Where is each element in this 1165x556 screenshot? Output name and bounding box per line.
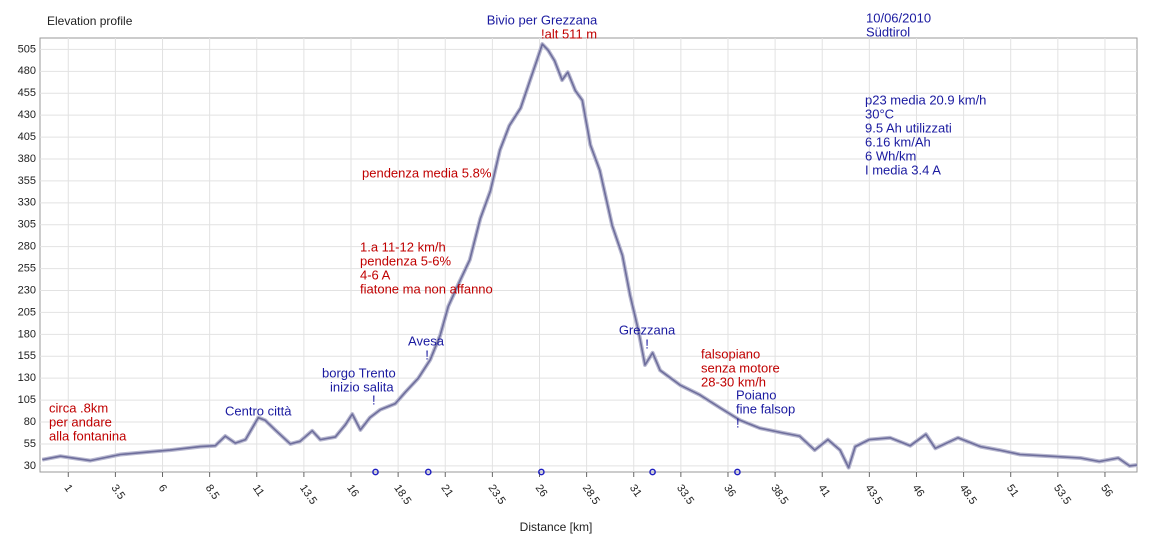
- x-tick-label: 26: [533, 483, 550, 500]
- annotation: Südtirol: [866, 24, 910, 39]
- x-tick-label: 51: [1004, 483, 1021, 500]
- x-tick-label: 41: [815, 483, 832, 500]
- annotation: !: [372, 392, 376, 407]
- annotation: circa .8km: [49, 400, 108, 415]
- annotation: Grezzana: [619, 322, 676, 337]
- annotation: pendenza media 5.8%: [362, 165, 492, 180]
- y-tick-label: 405: [18, 131, 36, 143]
- y-tick-label: 505: [18, 43, 36, 55]
- waypoint-marker: [372, 468, 379, 476]
- annotation: borgo Trento: [322, 365, 396, 380]
- y-tick-label: 480: [18, 65, 36, 77]
- annotation: senza motore: [701, 360, 780, 375]
- x-tick-label: 56: [1098, 483, 1115, 500]
- x-tick-label: 36: [721, 483, 738, 500]
- chart-title: Elevation profile: [47, 14, 133, 28]
- annotation: Centro città: [225, 403, 292, 418]
- annotation: Bivio per Grezzana: [487, 12, 598, 27]
- annotation: Avesa: [408, 333, 445, 348]
- waypoint-marker: [649, 468, 656, 476]
- annotation: 6 Wh/km: [865, 148, 916, 163]
- y-tick-label: 55: [24, 438, 36, 450]
- annotation: falsopiano: [701, 346, 760, 361]
- x-tick-label: 31: [627, 483, 644, 500]
- waypoint-marker: [538, 468, 545, 476]
- x-tick-label: 11: [250, 483, 266, 499]
- y-tick-label: 130: [18, 372, 36, 384]
- waypoint-marker: [734, 468, 741, 476]
- y-tick-label: 455: [18, 87, 36, 99]
- annotation: !alt 511 m: [541, 26, 597, 41]
- y-tick-label: 105: [18, 394, 36, 406]
- annotation: 10/06/2010: [866, 10, 931, 25]
- x-tick-label: 16: [344, 483, 361, 500]
- annotation: !: [736, 415, 740, 430]
- x-tick-label: 21: [438, 483, 455, 500]
- y-tick-label: 430: [18, 109, 36, 121]
- x-tick-label: 6: [156, 483, 169, 495]
- annotation: 1.a 11-12 km/h: [360, 239, 446, 254]
- x-axis-label: Distance [km]: [520, 520, 593, 534]
- annotation: per andare: [49, 414, 112, 429]
- y-tick-label: 80: [24, 416, 36, 428]
- annotation: alla fontanina: [49, 428, 127, 443]
- annotation: inizio salita: [330, 379, 394, 394]
- y-tick-label: 330: [18, 197, 36, 209]
- elevation-line: [42, 43, 1138, 469]
- x-tick-label: 1: [61, 483, 74, 495]
- annotation: Poiano: [736, 387, 776, 402]
- y-tick-label: 380: [18, 153, 36, 165]
- y-tick-label: 255: [18, 262, 36, 274]
- annotation: pendenza 5-6%: [360, 253, 452, 268]
- annotation: 6.16 km/Ah: [865, 134, 931, 149]
- y-tick-label: 30: [24, 460, 36, 472]
- annotation: p23 media 20.9 km/h: [865, 92, 986, 107]
- annotation: I media 3.4 A: [865, 162, 941, 177]
- annotation: 28-30 km/h: [701, 374, 766, 389]
- y-tick-label: 280: [18, 241, 36, 253]
- annotation: 4-6 A: [360, 267, 391, 282]
- annotation: !: [425, 347, 429, 362]
- y-tick-label: 205: [18, 306, 36, 318]
- annotation: !: [645, 336, 649, 351]
- y-tick-label: 180: [18, 328, 36, 340]
- waypoint-marker: [424, 468, 432, 476]
- annotation: fiatone ma non affanno: [360, 281, 493, 296]
- y-tick-label: 305: [18, 219, 36, 231]
- y-tick-label: 155: [18, 350, 36, 362]
- x-tick-label: 46: [910, 483, 927, 500]
- y-tick-label: 355: [18, 175, 36, 187]
- annotation: fine falsop: [736, 401, 795, 416]
- annotation: 30°C: [865, 106, 894, 121]
- annotation: 9.5 Ah utilizzati: [865, 120, 952, 135]
- y-tick-label: 230: [18, 284, 36, 296]
